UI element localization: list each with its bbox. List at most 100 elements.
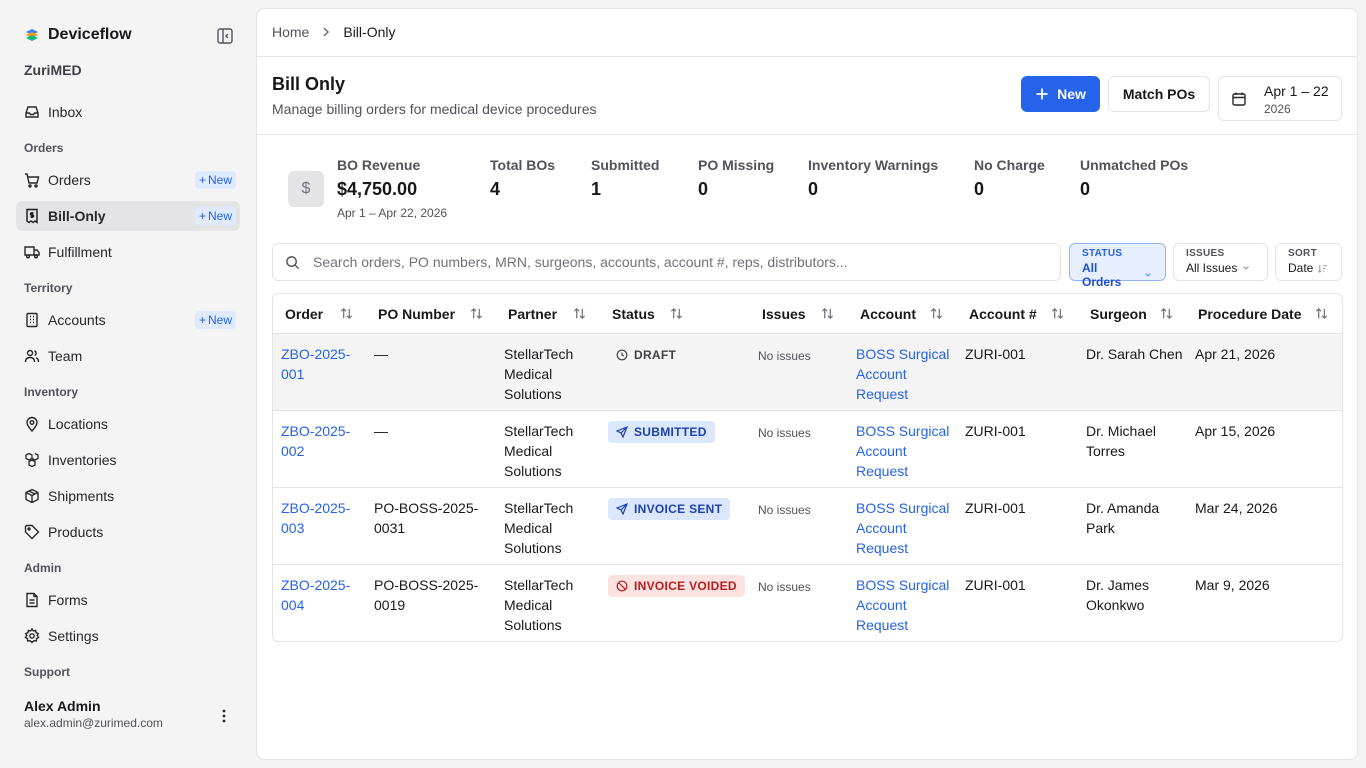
sidebar-item-label: Team <box>48 348 83 364</box>
sidebar-item-settings[interactable]: Settings <box>16 621 240 651</box>
sidebar-item-label: Products <box>48 524 104 540</box>
table-row[interactable]: ZBO-2025- 002 — StellarTech Medical Solutions… <box>273 411 1342 488</box>
sidebar-item-inventories[interactable]: Inventories <box>16 445 240 475</box>
section-support: Support <box>24 665 70 679</box>
filter-label: STATUS <box>1082 248 1123 259</box>
new-bill-only-button[interactable]: New <box>1021 76 1100 112</box>
users-icon <box>24 348 40 364</box>
sort-arrows-icon[interactable] <box>1159 294 1174 333</box>
col-partner[interactable]: Partner <box>508 294 557 333</box>
receipt-icon <box>24 208 40 224</box>
sort-arrows-icon[interactable] <box>820 294 835 333</box>
col-surgeon[interactable]: Surgeon <box>1090 294 1147 333</box>
status-badge: INVOICE SENT <box>608 498 731 520</box>
search-icon <box>285 255 300 270</box>
brand[interactable]: Deviceflow <box>24 26 132 44</box>
inbox-icon <box>24 104 40 120</box>
sidebar-item-accounts[interactable]: Accounts + New <box>16 305 240 335</box>
map-pin-icon <box>24 416 40 432</box>
col-label: Account <box>860 305 916 322</box>
search-input[interactable] <box>313 244 1053 280</box>
chevron-right-icon <box>319 25 333 39</box>
filter-value: All Orders <box>1082 261 1153 289</box>
table-row[interactable]: ZBO-2025- 004 PO-BOSS-2025- 0019 StellarTech… <box>273 565 1342 641</box>
sort-arrows-icon[interactable] <box>669 294 684 333</box>
cell-surgeon: Dr. Amanda Park <box>1086 500 1160 536</box>
col-po-number[interactable]: PO Number <box>378 294 455 333</box>
table-row[interactable]: ZBO-2025- 001 — StellarTech Medical Solutions… <box>273 334 1342 411</box>
more-vertical-icon[interactable] <box>216 708 232 724</box>
col-procedure-date[interactable]: Procedure Date <box>1198 294 1301 333</box>
stat-value: 4 <box>490 179 501 199</box>
ban-icon <box>616 580 628 592</box>
col-label: Account # <box>969 305 1037 322</box>
sort-arrows-icon[interactable] <box>469 294 484 333</box>
cell-po-number: PO-BOSS-2025- 0019 <box>374 577 479 613</box>
status-filter[interactable]: STATUS All Orders <box>1069 243 1166 289</box>
sidebar-item-orders[interactable]: Orders + New <box>16 165 240 195</box>
filter-value-text: All Orders <box>1082 261 1122 289</box>
sidebar-item-forms[interactable]: Forms <box>16 585 240 615</box>
cell-account-number: ZURI-001 <box>965 423 1026 439</box>
send-icon <box>616 503 628 515</box>
sidebar: Deviceflow ZuriMED Inbox Orders Orders +… <box>0 0 256 768</box>
col-order[interactable]: Order <box>285 294 323 333</box>
new-button-label: New <box>1057 86 1086 102</box>
sidebar-item-team[interactable]: Team <box>16 341 240 371</box>
stat-label: BO Revenue <box>337 157 421 173</box>
sidebar-item-shipments[interactable]: Shipments <box>16 481 240 511</box>
stat-subtext: Apr 1 – Apr 22, 2026 <box>337 206 448 220</box>
new-account-badge[interactable]: + New <box>194 311 236 329</box>
sort-arrows-icon[interactable] <box>1050 294 1065 333</box>
page-subtitle: Manage billing orders for medical device… <box>272 101 597 117</box>
col-account[interactable]: Account <box>860 294 916 333</box>
table-row[interactable]: ZBO-2025- 003 PO-BOSS-2025- 0031 StellarTech… <box>273 488 1342 565</box>
col-issues[interactable]: Issues <box>762 294 806 333</box>
send-icon <box>616 426 628 438</box>
cell-order[interactable]: ZBO-2025- 004 <box>281 577 351 613</box>
cell-order[interactable]: ZBO-2025- 002 <box>281 423 351 459</box>
status-text: INVOICE SENT <box>634 502 723 516</box>
cell-order[interactable]: ZBO-2025- 001 <box>281 346 351 382</box>
collapse-sidebar-icon[interactable] <box>216 27 234 45</box>
match-pos-button[interactable]: Match POs <box>1108 76 1210 112</box>
cell-account[interactable]: BOSS Surgical Account Request <box>856 346 950 402</box>
date-range-picker[interactable]: Apr 1 – 22 2026 <box>1218 76 1342 121</box>
breadcrumb-home[interactable]: Home <box>272 24 310 40</box>
sort-desc-icon <box>1317 263 1328 274</box>
sidebar-item-bill-only[interactable]: Bill-Only + New <box>16 201 240 231</box>
table-header-divider <box>273 333 1342 334</box>
new-order-badge[interactable]: + New <box>194 171 236 189</box>
issues-filter[interactable]: ISSUES All Issues <box>1173 243 1268 281</box>
sidebar-item-products[interactable]: Products <box>16 517 240 547</box>
sort-arrows-icon[interactable] <box>1314 294 1329 333</box>
cell-account[interactable]: BOSS Surgical Account Request <box>856 500 950 556</box>
cell-account[interactable]: BOSS Surgical Account Request <box>856 577 950 633</box>
stat-total-bos: Total BOs 4 <box>490 157 555 200</box>
user-profile[interactable]: Alex Admin alex.admin@zurimed.com <box>24 698 163 730</box>
brand-name: Deviceflow <box>48 26 132 43</box>
col-status[interactable]: Status <box>612 294 655 333</box>
stat-label: Inventory Warnings <box>808 157 939 173</box>
sidebar-item-locations[interactable]: Locations <box>16 409 240 439</box>
sidebar-item-label: Locations <box>48 416 108 432</box>
chevron-down-icon <box>1241 263 1251 273</box>
sidebar-item-fulfillment[interactable]: Fulfillment <box>16 237 240 267</box>
cell-surgeon: Dr. Sarah Chen <box>1086 346 1183 362</box>
sort-arrows-icon[interactable] <box>929 294 944 333</box>
sort-control[interactable]: SORT Date <box>1275 243 1342 281</box>
cell-order[interactable]: ZBO-2025- 003 <box>281 500 351 536</box>
stat-value: 0 <box>974 179 985 199</box>
stat-submitted: Submitted 1 <box>591 157 659 200</box>
stat-value: 0 <box>1080 179 1091 199</box>
new-bill-only-badge[interactable]: + New <box>194 207 236 225</box>
sidebar-item-inbox[interactable]: Inbox <box>16 97 240 127</box>
cell-account[interactable]: BOSS Surgical Account Request <box>856 423 950 479</box>
sidebar-item-label: Orders <box>48 172 91 188</box>
sort-arrows-icon[interactable] <box>339 294 354 333</box>
cell-po-number: PO-BOSS-2025- 0031 <box>374 500 479 536</box>
sort-arrows-icon[interactable] <box>572 294 587 333</box>
col-account-number[interactable]: Account # <box>969 294 1037 333</box>
filter-label: SORT <box>1288 248 1317 259</box>
breadcrumb-current: Bill-Only <box>343 24 396 40</box>
